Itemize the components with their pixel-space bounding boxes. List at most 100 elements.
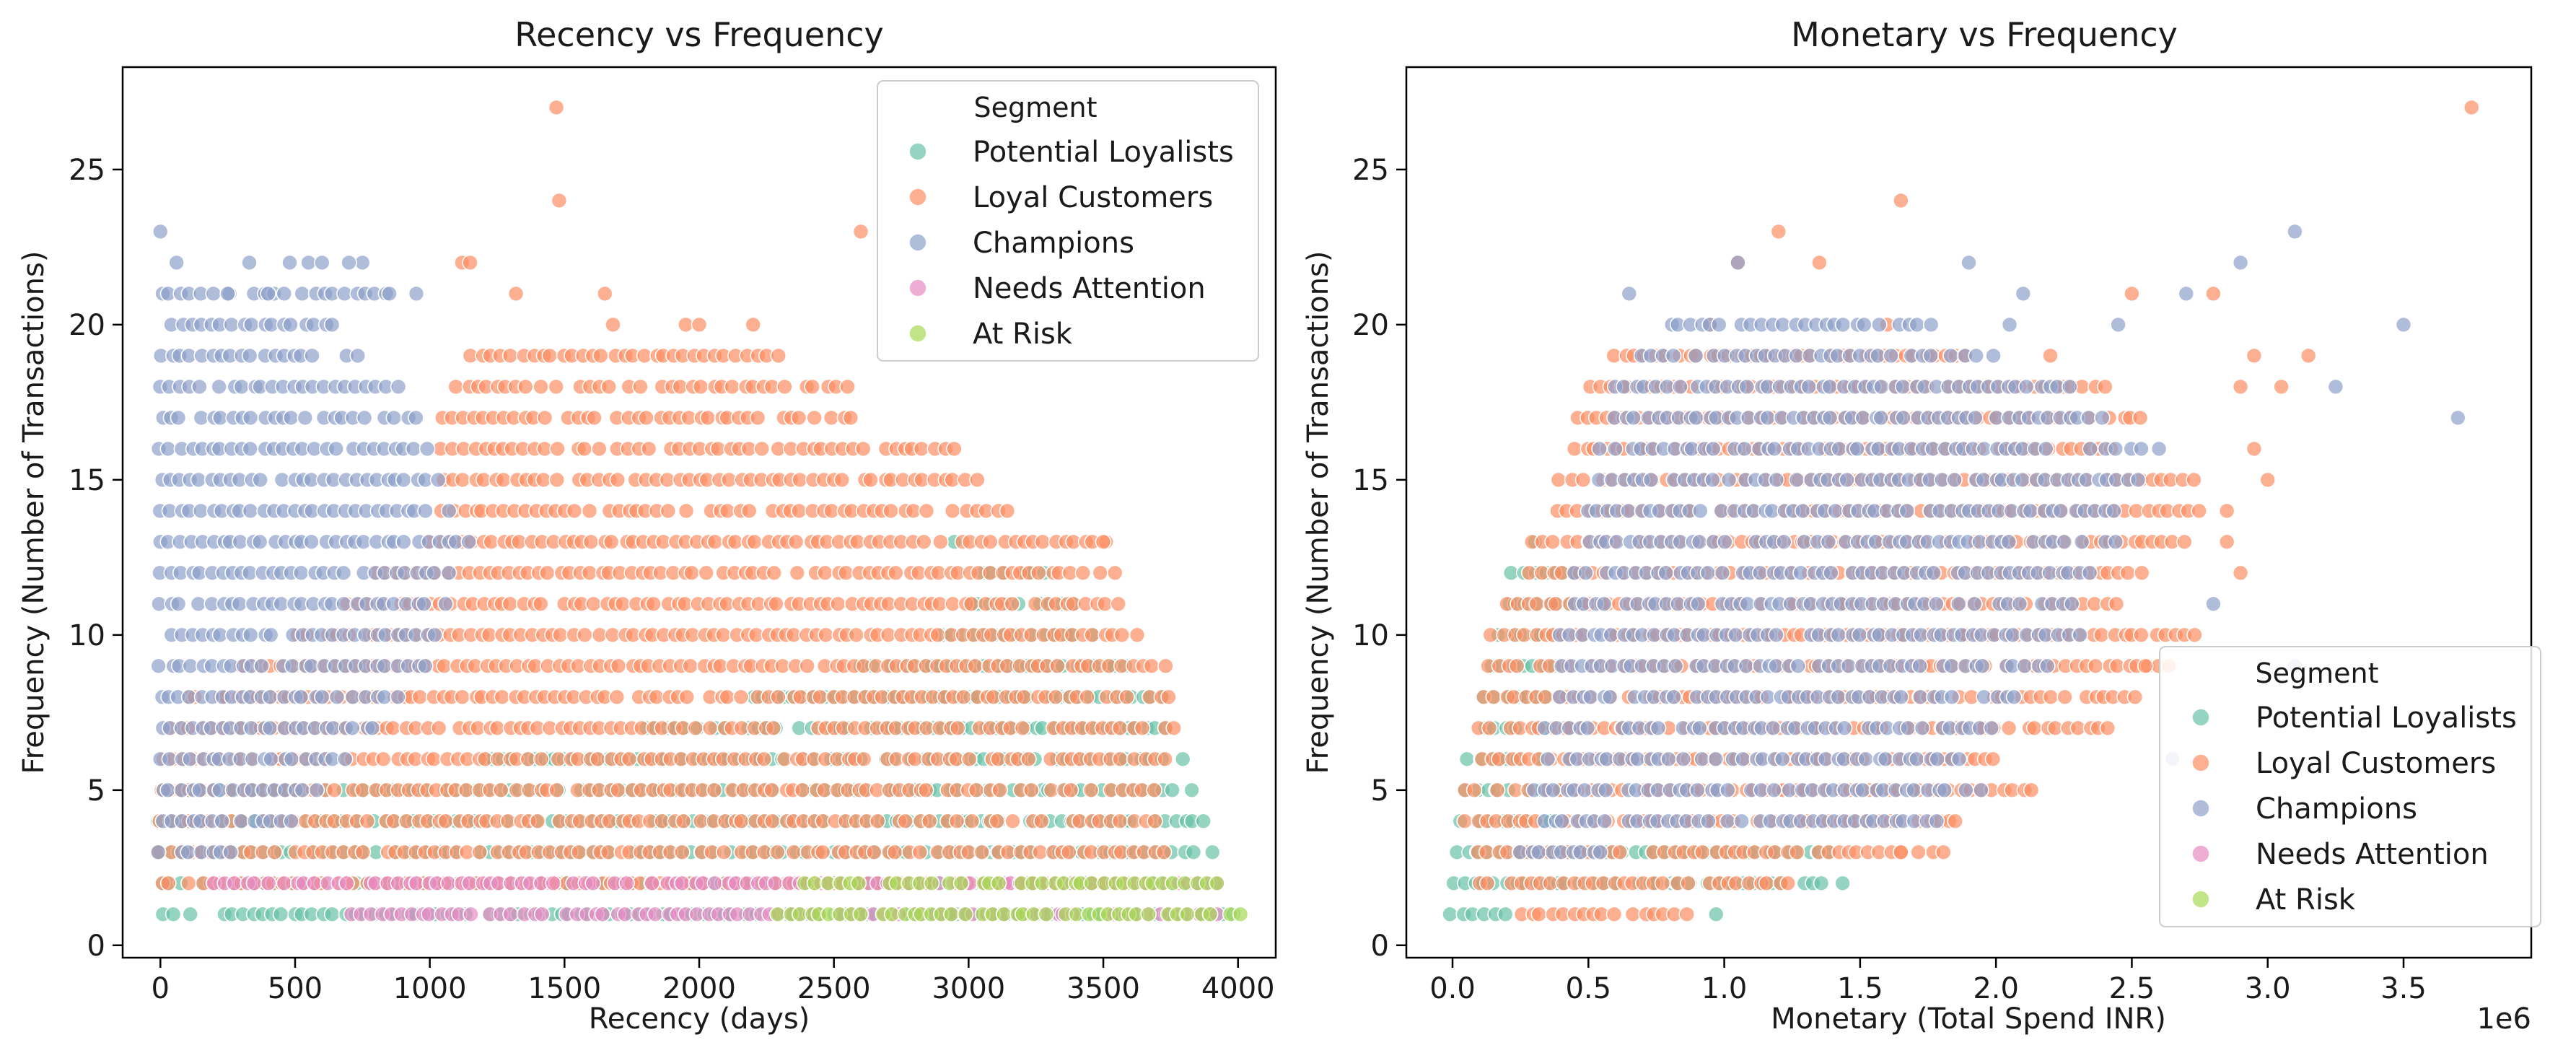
data-point [1942,347,1959,364]
data-point [335,564,352,582]
data-point [600,378,618,395]
data-point [1030,564,1047,582]
data-point [1870,440,1887,458]
data-point [1183,782,1200,799]
data-point [973,844,991,861]
data-point [581,502,598,520]
data-point [789,564,806,582]
data-point [1650,720,1667,737]
data-point [282,409,299,427]
data-point [1033,813,1050,830]
data-point [1113,626,1131,644]
data-point [769,844,786,861]
data-point [955,688,972,706]
data-point [1985,347,2002,364]
data-point [1966,595,1983,613]
data-point [944,502,961,520]
data-point [1935,844,1952,861]
data-point [1719,782,1736,799]
x-tick-label: 3.5 [2380,972,2427,1005]
data-point [1657,564,1674,582]
data-point [2073,533,2090,551]
data-point [1699,564,1717,582]
data-point [1936,782,1953,799]
legend-marker [908,188,927,206]
data-point [2150,440,2168,458]
data-point [501,595,519,613]
data-point [913,440,930,458]
data-point [276,285,293,302]
data-point [1898,502,1916,520]
x-tick-label: 2500 [797,972,871,1005]
data-point [1692,502,1709,520]
data-point [191,782,208,799]
data-point [2132,409,2149,427]
x-tick-label: 0 [152,972,170,1005]
data-point [2042,347,2059,364]
data-point [732,688,750,706]
data-point [1839,471,1855,489]
data-point [1849,440,1865,458]
data-point [454,688,470,706]
data-point [1074,564,1092,582]
data-point [182,906,199,923]
data-point [1950,751,1968,768]
data-point [462,254,478,271]
legend-marker [2191,844,2210,863]
data-point [2300,347,2317,364]
data-point [770,688,787,706]
data-point [969,471,986,489]
data-point [950,720,966,737]
data-point [253,657,270,675]
data-point [1680,875,1696,892]
legend-label: At Risk [2256,883,2356,917]
y-tick-label: 25 [1352,154,1389,187]
data-point [1621,285,1638,302]
data-point [732,813,750,830]
data-point [2014,471,2030,489]
data-point [385,720,401,737]
data-point [1577,564,1594,582]
data-point [1830,688,1846,706]
data-point [2327,378,2344,395]
data-point [261,720,279,737]
data-point [1537,688,1554,706]
legend-label: Needs Attention [2256,838,2489,871]
data-point [1539,751,1556,768]
data-point [804,378,820,395]
data-point [2039,657,2056,675]
data-point [862,471,879,489]
data-point [1967,409,1984,427]
data-point [1943,657,1960,675]
data-point [1827,502,1844,520]
data-point [745,316,761,333]
data-point [1840,657,1857,675]
data-point [799,657,815,675]
data-point [548,378,565,395]
data-point [328,440,345,458]
data-point [1738,378,1756,395]
data-point [281,254,298,271]
data-point [698,564,715,582]
data-point [2178,285,2195,302]
data-point [1665,347,1682,364]
data-point [2191,502,2207,520]
data-point [1704,471,1721,489]
data-point [2016,657,2033,675]
data-point [1973,782,1989,799]
data-point [1146,782,1162,799]
data-point [1061,844,1077,861]
data-point [272,906,289,923]
data-point [2080,409,2097,427]
data-point [294,782,311,799]
data-point [1595,595,1613,613]
data-point [1129,626,1146,644]
data-point [1478,875,1496,892]
x-tick-label: 2.5 [2109,972,2155,1005]
data-point [1624,906,1642,923]
data-point [2119,564,2137,582]
data-point [785,844,802,861]
data-point [437,595,454,613]
